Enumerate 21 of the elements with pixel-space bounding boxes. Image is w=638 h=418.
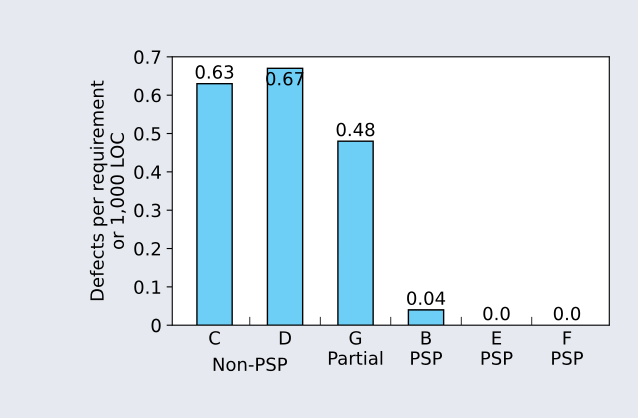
- x-tick-label: C: [209, 331, 220, 345]
- data-label: 0.0: [554, 306, 580, 320]
- y-tick-label: 0.1: [134, 280, 160, 294]
- data-label: 0.0: [483, 306, 510, 320]
- y-tick-label: 0.2: [134, 242, 160, 256]
- y-tick-label: 0: [152, 318, 161, 332]
- x-tick-label: B PSP: [411, 331, 442, 365]
- data-label: 0.04: [407, 291, 446, 306]
- x-tick-label: D: [280, 331, 291, 344]
- text: Non-PSP: [214, 357, 288, 372]
- y-tick-label: 0.4: [134, 165, 161, 179]
- x-tick-label: E PSP: [482, 331, 513, 365]
- y-tick-label: 0.6: [134, 88, 161, 102]
- x-tick-label: F PSP: [552, 331, 583, 365]
- y-axis-title: Defects per requirement or 1,000 LOC: [90, 80, 126, 300]
- y-tick-label: 0.7: [134, 50, 160, 64]
- x-tick-label: G Partial: [328, 331, 382, 365]
- data-label: 0.63: [196, 65, 234, 79]
- data-label: 0.48: [336, 122, 374, 136]
- y-tick-label: 0.3: [134, 204, 160, 218]
- y-tick-label: 0.5: [134, 126, 160, 141]
